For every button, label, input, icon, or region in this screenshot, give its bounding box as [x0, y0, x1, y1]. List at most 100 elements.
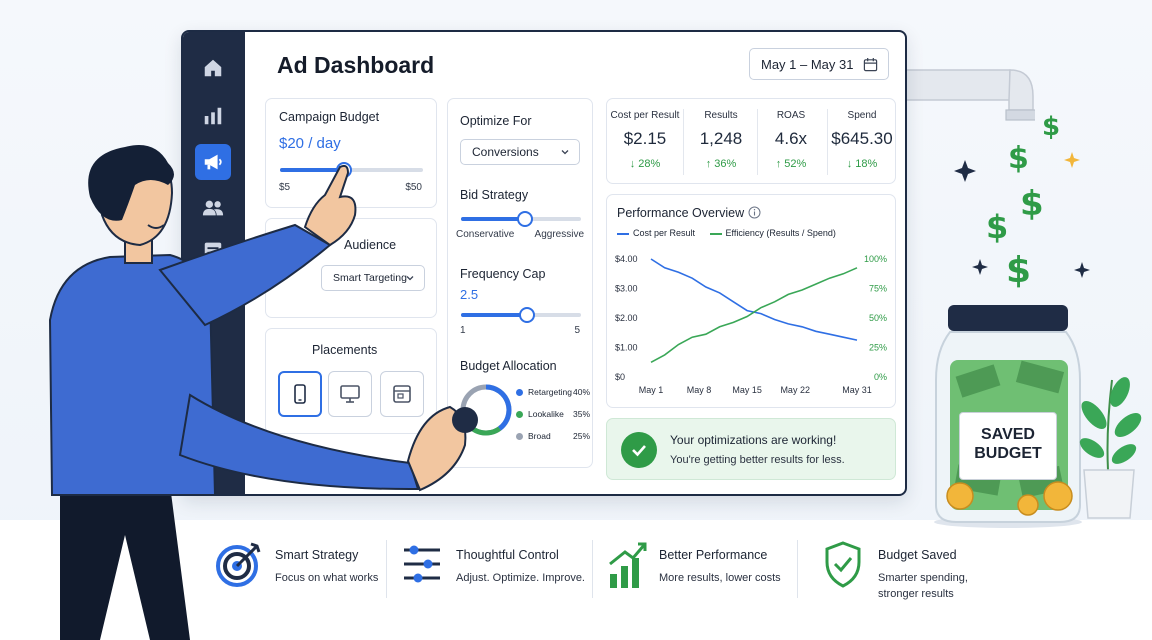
- optimization-card: Optimize For Conversions Bid Strategy Co…: [447, 98, 593, 468]
- y-right-tick-label: 50%: [869, 313, 887, 323]
- success-title: Your optimizations are working!: [670, 433, 837, 447]
- optimize-for-label: Optimize For: [460, 114, 532, 128]
- x-tick-label: May 22: [780, 385, 810, 395]
- y-left-tick-label: $2.00: [615, 313, 638, 323]
- y-left-tick-label: $3.00: [615, 284, 638, 294]
- audience-select-value: Smart Targeting: [333, 272, 407, 284]
- y-right-tick-label: 0%: [874, 372, 887, 382]
- bid-strategy-slider-thumb[interactable]: [516, 211, 533, 227]
- campaign-budget-slider-fill: [280, 168, 345, 172]
- x-tick-label: May 15: [732, 385, 762, 395]
- bid-strategy-right-label: Aggressive: [534, 229, 584, 240]
- metric-results: Results 1,248 ↑ 36%: [699, 110, 743, 170]
- calendar-icon: [863, 57, 878, 72]
- metric-divider: [683, 109, 684, 175]
- metrics-card: Cost per Result $2.15 ↓ 28% Results 1,24…: [606, 98, 896, 184]
- performance-chart: $4.00$3.00$2.00$1.00$0100%75%50%25%0%May…: [615, 254, 887, 395]
- sidebar-item-campaigns[interactable]: [195, 144, 231, 180]
- allocation-item-broad: Broad 25%: [516, 431, 592, 453]
- x-tick-label: May 8: [687, 385, 712, 395]
- feature-strip: [0, 520, 1152, 640]
- frequency-cap-slider-fill: [461, 313, 527, 317]
- growth-chart-icon: [609, 542, 647, 588]
- metric-roas: ROAS 4.6x ↑ 52%: [774, 110, 808, 170]
- frequency-cap-min: 1: [460, 325, 466, 336]
- chevron-down-icon: [406, 276, 414, 281]
- feature-better-performance: Better Performance More results, lower c…: [607, 536, 797, 616]
- faucet-illustration: [905, 69, 1035, 121]
- allocation-dot: [516, 433, 523, 441]
- frequency-cap-slider-thumb[interactable]: [519, 307, 535, 323]
- frequency-cap-max: 5: [574, 325, 580, 336]
- svg-text:$: $: [1020, 184, 1044, 224]
- audience-label: Audience: [344, 238, 397, 252]
- placements-label: Placements: [312, 343, 378, 357]
- series-line: [650, 267, 858, 364]
- placement-app-button[interactable]: [380, 371, 424, 417]
- bid-strategy-slider[interactable]: [461, 211, 581, 227]
- megaphone-icon: [204, 154, 222, 170]
- info-icon: [748, 206, 761, 219]
- campaign-budget-value: $20 / day: [279, 135, 341, 152]
- feature-divider: [592, 540, 593, 598]
- frequency-cap-label: Frequency Cap: [460, 267, 546, 281]
- legend-swatch-efficiency: [709, 232, 722, 235]
- audience-select[interactable]: Smart Targeting: [321, 265, 425, 291]
- x-tick-label: May 31: [842, 385, 872, 395]
- x-tick-label: May 1: [639, 385, 664, 395]
- success-subtitle: You're getting better results for less.: [670, 454, 845, 466]
- sidebar-item-home[interactable]: [195, 50, 231, 86]
- performance-title: Performance Overview: [617, 206, 745, 220]
- date-range-picker[interactable]: May 1 – May 31: [749, 48, 889, 80]
- bid-strategy-left-label: Conservative: [456, 229, 515, 240]
- target-icon: [216, 542, 261, 587]
- campaign-budget-max: $50: [405, 182, 422, 193]
- placements-card: Placements: [265, 328, 437, 434]
- performance-card: Performance Overview Cost per Result Eff…: [606, 194, 896, 408]
- sidebar-item-reports[interactable]: [195, 98, 231, 134]
- chevron-down-icon: [561, 150, 569, 155]
- legend-swatch-cost: [617, 232, 629, 235]
- home-icon: [204, 59, 222, 77]
- svg-text:$: $: [1042, 112, 1060, 142]
- mobile-icon: [294, 384, 306, 404]
- users-icon: [202, 200, 224, 216]
- y-left-tick-label: $0: [615, 372, 625, 382]
- allocation-dot: [516, 389, 523, 397]
- desktop-icon: [340, 385, 360, 403]
- optimize-for-select[interactable]: Conversions: [460, 139, 580, 165]
- date-range-value: May 1 – May 31: [761, 56, 854, 72]
- y-right-tick-label: 75%: [869, 284, 887, 294]
- y-left-tick-label: $1.00: [615, 343, 638, 353]
- y-right-tick-label: 100%: [864, 254, 887, 264]
- check-icon: [632, 445, 646, 457]
- svg-text:$: $: [1006, 250, 1031, 291]
- allocation-dot: [516, 411, 523, 419]
- metric-divider: [757, 109, 758, 175]
- placement-mobile-button[interactable]: [278, 371, 322, 417]
- allocation-legend: Retargeting 40% Lookalike 35% Broad 25%: [516, 387, 592, 453]
- svg-text:$: $: [986, 208, 1008, 246]
- check-circle-icon: [621, 432, 657, 468]
- app-icon: [393, 385, 411, 403]
- falling-dollar-icons: $ $ $ $ $: [954, 112, 1090, 291]
- optimize-for-value: Conversions: [472, 145, 539, 159]
- bid-strategy-label: Bid Strategy: [460, 188, 529, 202]
- frequency-cap-slider[interactable]: [461, 307, 581, 323]
- sliders-icon: [404, 545, 440, 583]
- campaign-budget-label: Campaign Budget: [279, 110, 380, 124]
- feature-smart-strategy: Smart Strategy Focus on what works: [215, 536, 400, 616]
- sidebar-item-audiences[interactable]: [195, 190, 231, 226]
- campaign-budget-min: $5: [279, 182, 291, 193]
- allocation-item-lookalike: Lookalike 35%: [516, 409, 592, 431]
- bid-strategy-slider-fill: [461, 217, 525, 221]
- shield-check-icon: [825, 541, 861, 588]
- y-left-tick-label: $4.00: [615, 254, 638, 264]
- metric-spend: Spend $645.30 ↓ 18%: [831, 110, 893, 170]
- page-title: Ad Dashboard: [277, 52, 435, 78]
- feature-thoughtful-control: Thoughtful Control Adjust. Optimize. Imp…: [400, 536, 590, 616]
- placement-desktop-button[interactable]: [328, 371, 372, 417]
- budget-allocation-label: Budget Allocation: [460, 359, 557, 373]
- feature-divider: [797, 540, 798, 598]
- person-illustration: [48, 145, 478, 640]
